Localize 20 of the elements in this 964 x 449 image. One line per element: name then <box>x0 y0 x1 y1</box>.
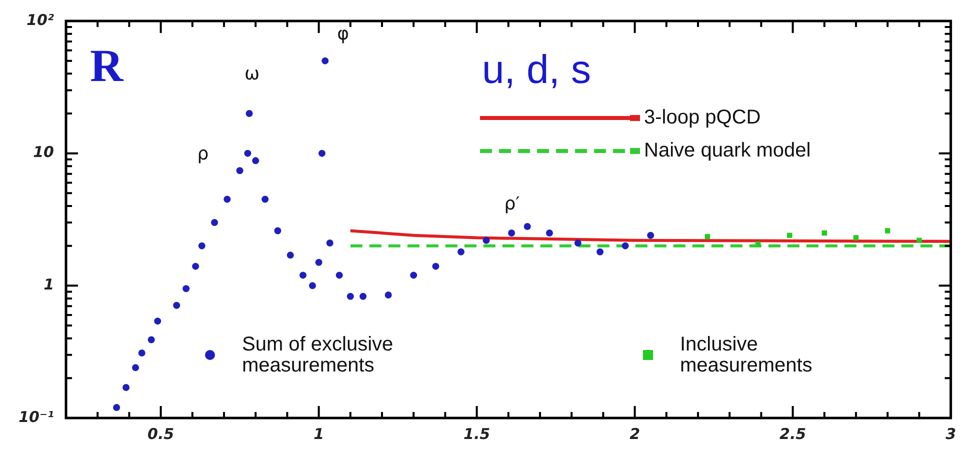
x-tick-label: 0.5 <box>148 424 174 443</box>
y-axis-title: R <box>90 40 124 91</box>
x-tick-label: 1 <box>314 424 324 443</box>
text: u, d, s <box>482 48 591 92</box>
legend-label: Sum of exclusive measurements <box>242 334 394 377</box>
x-tick-label: 3 <box>946 424 956 443</box>
x-tick-label: 2 <box>630 424 640 443</box>
y-tick-label: 10⁻¹ <box>18 408 54 426</box>
annotation: ρ <box>197 144 209 165</box>
y-tick-label: 10 <box>33 143 54 162</box>
x-tick-label: 2.5 <box>779 424 806 443</box>
y-tick-label: 10² <box>26 10 54 29</box>
y-tick-label: 1 <box>44 276 54 294</box>
annotation: ρ′ <box>504 194 520 215</box>
annotation: ω <box>244 64 260 85</box>
legend-label: Inclusive measurements <box>680 334 812 377</box>
legend-label: Naive quark model <box>644 140 811 162</box>
annotation: φ <box>337 24 349 45</box>
legend-label: 3-loop pQCD <box>644 106 761 129</box>
x-tick-label: 1.5 <box>464 424 490 443</box>
